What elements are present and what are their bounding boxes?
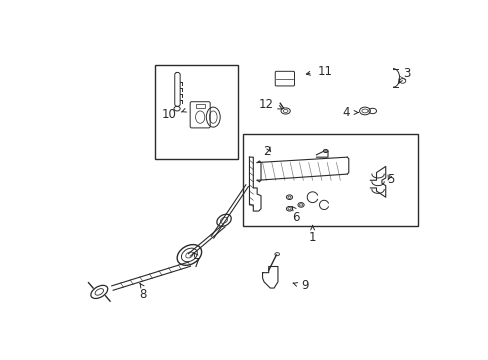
Bar: [243, 134, 417, 226]
Text: 2: 2: [262, 145, 269, 158]
Bar: [154, 65, 238, 159]
FancyBboxPatch shape: [190, 102, 210, 128]
Text: 5: 5: [386, 172, 394, 185]
Text: 9: 9: [301, 279, 308, 292]
Text: 1: 1: [308, 231, 316, 244]
Text: 7: 7: [193, 257, 201, 270]
Text: 4: 4: [342, 106, 349, 119]
Bar: [195, 104, 204, 108]
Text: 10: 10: [161, 108, 176, 121]
Text: 12: 12: [259, 98, 274, 111]
Text: 8: 8: [139, 288, 146, 301]
FancyBboxPatch shape: [275, 71, 294, 86]
Text: 3: 3: [403, 67, 410, 81]
Text: 6: 6: [291, 211, 299, 224]
Text: 11: 11: [317, 65, 332, 78]
